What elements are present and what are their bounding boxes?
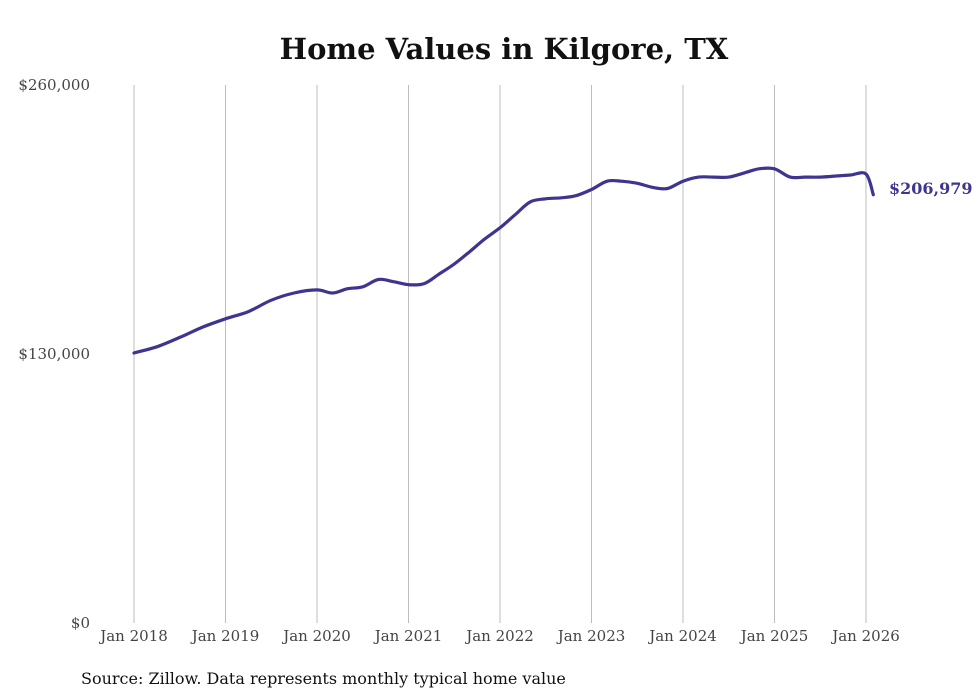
data-point bbox=[818, 175, 822, 179]
data-point bbox=[559, 196, 563, 200]
data-point bbox=[437, 272, 441, 276]
chart-title: Home Values in Kilgore, TX bbox=[280, 32, 729, 66]
gridlines bbox=[133, 85, 867, 623]
data-point bbox=[590, 188, 594, 192]
data-point bbox=[178, 335, 182, 339]
x-tick-label: Jan 2024 bbox=[647, 627, 717, 645]
data-point bbox=[528, 200, 532, 204]
data-point bbox=[376, 278, 380, 282]
data-point bbox=[742, 171, 746, 175]
data-point bbox=[452, 262, 456, 266]
data-point bbox=[345, 287, 349, 291]
x-tick-label: Jan 2018 bbox=[98, 627, 168, 645]
data-point bbox=[773, 167, 777, 171]
data-point bbox=[848, 173, 852, 177]
last-value-label: $206,979 bbox=[889, 179, 973, 198]
y-tick-label: $130,000 bbox=[18, 345, 90, 363]
data-point bbox=[361, 285, 365, 289]
data-point bbox=[132, 351, 136, 355]
data-point bbox=[468, 250, 472, 254]
x-tick-label: Jan 2020 bbox=[281, 627, 351, 645]
data-point bbox=[201, 325, 205, 329]
x-tick-label: Jan 2021 bbox=[373, 627, 443, 645]
data-point bbox=[155, 345, 159, 349]
x-tick-label: Jan 2023 bbox=[556, 627, 626, 645]
data-point bbox=[292, 291, 296, 295]
data-point bbox=[605, 179, 609, 183]
data-point bbox=[574, 194, 578, 198]
data-point bbox=[635, 181, 639, 185]
data-point bbox=[864, 172, 868, 176]
data-point bbox=[727, 175, 731, 179]
y-tick-label: $260,000 bbox=[18, 76, 90, 94]
series-layer bbox=[132, 166, 875, 355]
data-point bbox=[757, 167, 761, 171]
data-point bbox=[834, 174, 838, 178]
data-point bbox=[711, 175, 715, 179]
data-point bbox=[871, 193, 875, 197]
data-point bbox=[651, 185, 655, 189]
data-point bbox=[482, 237, 486, 241]
data-point bbox=[407, 283, 411, 287]
series-line-0 bbox=[132, 166, 875, 355]
data-point bbox=[269, 298, 273, 302]
source-note: Source: Zillow. Data represents monthly … bbox=[81, 669, 566, 688]
data-point bbox=[681, 179, 685, 183]
data-point bbox=[422, 282, 426, 286]
x-tick-label: Jan 2019 bbox=[190, 627, 260, 645]
data-point bbox=[665, 187, 669, 191]
data-point bbox=[544, 197, 548, 201]
data-point bbox=[246, 310, 250, 314]
y-axis-ticks: $0 $130,000 $260,000 bbox=[18, 76, 90, 632]
data-point bbox=[224, 317, 228, 321]
data-point bbox=[498, 226, 502, 230]
data-point bbox=[514, 212, 518, 216]
data-point bbox=[697, 175, 701, 179]
x-tick-label: Jan 2026 bbox=[830, 627, 900, 645]
data-point bbox=[620, 179, 624, 183]
x-axis-ticks: Jan 2018 Jan 2019 Jan 2020 Jan 2021 Jan 2022… bbox=[98, 627, 900, 645]
x-tick-label: Jan 2022 bbox=[464, 627, 534, 645]
data-point bbox=[315, 288, 319, 292]
data-point bbox=[331, 291, 335, 295]
data-point bbox=[391, 280, 395, 284]
data-point bbox=[803, 175, 807, 179]
x-tick-label: Jan 2025 bbox=[739, 627, 809, 645]
data-point bbox=[788, 175, 792, 179]
y-tick-label: $0 bbox=[71, 614, 90, 632]
